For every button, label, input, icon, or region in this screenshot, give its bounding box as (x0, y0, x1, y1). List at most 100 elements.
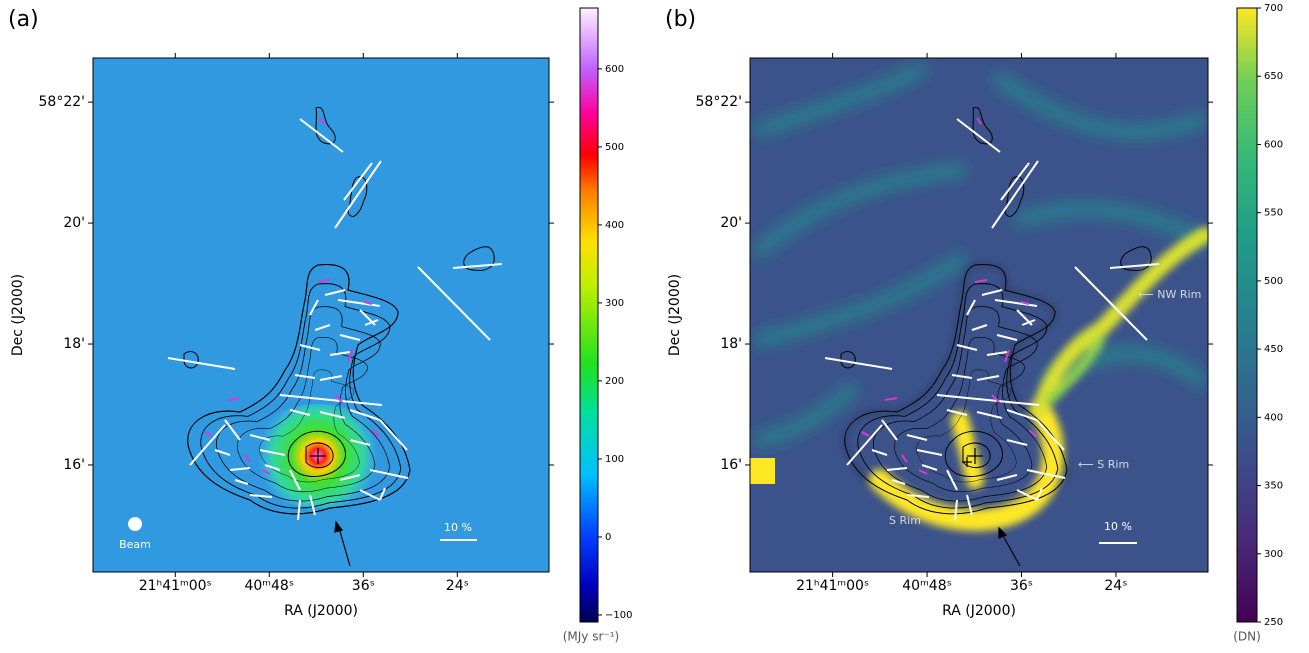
polarization-vector (886, 467, 908, 471)
colorbar-tick-label: 600 (1264, 139, 1283, 150)
y-tick-label: 58°22' (39, 94, 85, 110)
polarization-vector (1026, 469, 1066, 479)
map-image (750, 58, 1208, 572)
x-tick-label: 21ʰ41ᵐ00ˢ (139, 578, 212, 594)
colorbar-tick-label: 400 (605, 220, 624, 231)
polarization-vector (379, 487, 386, 501)
map-image (93, 58, 549, 572)
polarization-vector (1074, 266, 1148, 341)
panel-label: (b) (665, 7, 696, 32)
x-tick-label: 40ᵐ48ˢ (902, 578, 952, 594)
annotation: 10 % (444, 521, 472, 534)
y-tick-label: 18' (63, 336, 85, 352)
polarization-vector (249, 434, 271, 441)
polarization-vector (339, 474, 361, 481)
polarization-vector (916, 449, 943, 456)
polarization-vector (986, 351, 1008, 356)
polarization-vector (224, 419, 241, 441)
polarization-vector (891, 479, 906, 485)
polarization-vector (996, 334, 1018, 341)
polarization-vector (349, 409, 381, 421)
polarization-vector (337, 299, 381, 307)
polarization-vector (417, 266, 491, 341)
polarization-vector (359, 489, 381, 501)
polarization-vector (921, 464, 938, 471)
polarization-vector (229, 467, 251, 471)
polarization-vector (1000, 162, 1030, 201)
polarization-vector (259, 449, 286, 456)
colorbar-tick-label: 350 (1264, 481, 1283, 492)
annotation: Beam (119, 538, 151, 551)
polarization-vector (906, 434, 928, 441)
x-tick-label: 21ʰ41ᵐ00ˢ (796, 578, 869, 594)
arrowhead (334, 520, 344, 533)
colorbar-tick-label: 550 (1264, 208, 1283, 219)
colorbar-tick-label: 100 (605, 454, 624, 465)
polarization-vector (976, 411, 1003, 419)
x-tick-label: 36ˢ (352, 578, 375, 594)
polarization-vector (289, 469, 301, 491)
field-segment (976, 117, 982, 125)
polarization-vector (1016, 489, 1038, 501)
field-segment (1020, 301, 1030, 305)
polarization-vector (1036, 487, 1043, 501)
polarization-vector (299, 118, 344, 153)
field-segment (974, 279, 988, 283)
colorbar-tick-label: 300 (605, 298, 624, 309)
polarization-vector (846, 424, 883, 466)
filaments (753, 63, 1207, 447)
field-segment (363, 301, 373, 305)
field-segment (204, 431, 213, 437)
polarization-vector (1036, 419, 1065, 451)
annotation: S Rim (889, 514, 921, 527)
y-tick-label: 20' (720, 215, 742, 231)
polarization-vector (369, 469, 409, 479)
polarization-vector (249, 494, 273, 498)
field-segment (884, 397, 898, 401)
polarization-vector (309, 494, 316, 516)
polarization-vector (966, 494, 973, 516)
colorbar-tick-label: 200 (605, 376, 624, 387)
polarization-vector (299, 344, 321, 351)
annotation: ⟵ S Rim (1078, 458, 1129, 471)
polarization-vector (971, 324, 988, 331)
field-segment (371, 429, 381, 438)
colorbar-tick-label: 400 (1264, 412, 1283, 423)
polarization-vector (343, 162, 373, 201)
polarization-vector (1021, 319, 1036, 326)
x-tick-label: 24ˢ (1104, 578, 1127, 594)
arrow (338, 527, 351, 567)
y-tick-label: 18' (720, 336, 742, 352)
polarization-vector (1006, 439, 1028, 446)
y-axis-label: Dec (J2000) (667, 274, 683, 356)
axes-frame (749, 57, 1209, 573)
y-tick-label: 58°22' (696, 94, 742, 110)
panel-label: (a) (8, 7, 39, 32)
annotation: 10 % (1104, 520, 1132, 533)
polarization-vector (364, 319, 379, 326)
field-segment (261, 469, 271, 475)
polarization-vector (966, 299, 976, 316)
colorbar-tick-label: 500 (605, 142, 624, 153)
polarization-vector (294, 374, 316, 379)
field-segment (918, 469, 928, 475)
polarization-vector (1006, 409, 1038, 421)
arrow (1001, 533, 1021, 567)
source-marker (310, 448, 326, 464)
polarization-vector (936, 394, 1040, 406)
colorbar-tick-label: 700 (1264, 3, 1283, 14)
polarization-vector (994, 299, 1038, 307)
field-segment (334, 394, 343, 403)
colorbar-tick-label: 650 (1264, 71, 1283, 82)
field-segment (991, 394, 1000, 403)
colorbar-tick-label: 250 (1264, 617, 1283, 628)
polarization-vector (264, 464, 281, 471)
colorbar-tick-label: 300 (1264, 549, 1283, 560)
polarization-vector (314, 324, 331, 331)
polarization-vector (167, 357, 236, 370)
y-tick-label: 16' (720, 457, 742, 473)
polarization-vector (189, 424, 226, 466)
colorbar-label: (MJy sr⁻¹) (563, 630, 620, 644)
field-segment (319, 117, 325, 125)
